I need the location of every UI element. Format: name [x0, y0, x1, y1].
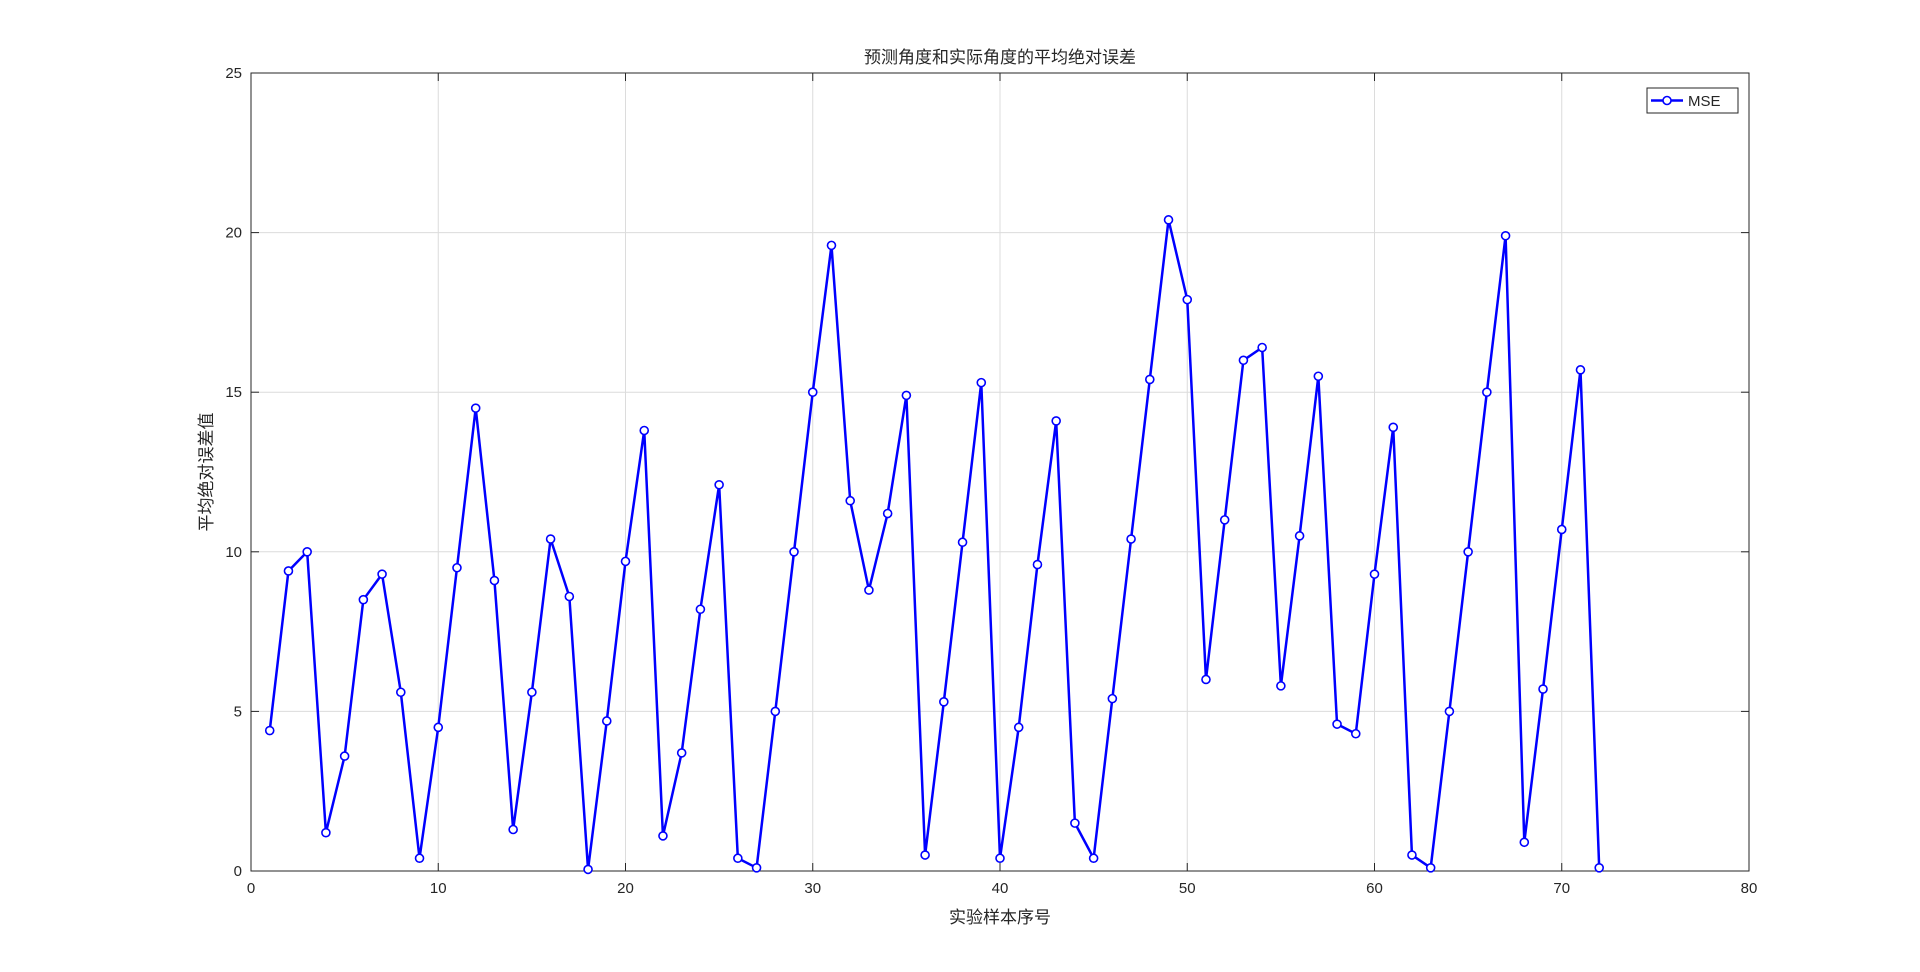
legend[interactable]: MSE — [1646, 87, 1739, 114]
data-point[interactable] — [1107, 693, 1118, 704]
data-point[interactable] — [1556, 524, 1567, 535]
data-point[interactable] — [714, 479, 724, 490]
data-point[interactable] — [339, 751, 350, 761]
data-point[interactable] — [995, 853, 1005, 864]
data-point[interactable] — [583, 864, 593, 875]
data-point[interactable] — [1332, 719, 1342, 729]
data-point[interactable] — [601, 716, 612, 726]
data-point[interactable] — [1070, 818, 1080, 828]
data-point[interactable] — [1388, 422, 1399, 433]
legend-label: MSE — [1688, 93, 1721, 110]
data-point[interactable] — [1594, 863, 1604, 873]
data-point[interactable] — [395, 687, 406, 698]
data-point[interactable] — [789, 546, 799, 557]
data-point[interactable] — [882, 508, 893, 519]
data-point[interactable] — [1463, 546, 1473, 557]
data-point[interactable] — [1276, 681, 1286, 691]
data-point[interactable] — [1032, 559, 1043, 570]
x-tick-label: 70 — [1553, 880, 1570, 897]
data-point[interactable] — [639, 425, 650, 436]
series-layer — [264, 215, 1604, 875]
data-point[interactable] — [770, 706, 781, 717]
data-point[interactable] — [321, 827, 331, 838]
data-point[interactable] — [1369, 569, 1380, 579]
data-point[interactable] — [957, 537, 968, 548]
data-point[interactable] — [695, 604, 706, 615]
data-point[interactable] — [976, 377, 987, 388]
data-point[interactable] — [414, 853, 425, 864]
data-point[interactable] — [508, 824, 518, 835]
data-point[interactable] — [1500, 230, 1511, 241]
data-point[interactable] — [1257, 342, 1267, 353]
legend-marker-swatch — [1662, 95, 1672, 106]
data-point[interactable] — [1519, 837, 1530, 848]
data-point[interactable] — [283, 566, 294, 576]
data-point[interactable] — [901, 390, 912, 401]
data-point[interactable] — [620, 556, 631, 567]
data-point[interactable] — [939, 697, 949, 707]
data-point[interactable] — [1201, 674, 1211, 685]
data-point[interactable] — [676, 748, 687, 758]
data-point[interactable] — [751, 863, 762, 873]
data-point[interactable] — [1145, 374, 1155, 385]
data-point[interactable] — [358, 594, 369, 605]
data-point[interactable] — [527, 687, 537, 698]
axis-ticks: 0 10 20 30 40 50 60 70 80 0 5 10 15 20 25 — [225, 65, 1757, 897]
y-tick-label: 5 — [234, 703, 242, 720]
data-point[interactable] — [433, 722, 444, 733]
chart-title: 预测角度和实际角度的平均绝对误差 — [864, 48, 1136, 68]
data-point[interactable] — [1407, 850, 1417, 860]
data-point[interactable] — [452, 562, 462, 573]
grid-lines — [251, 73, 1749, 871]
x-tick-label: 10 — [430, 880, 447, 897]
data-point[interactable] — [1238, 355, 1249, 366]
data-point[interactable] — [564, 591, 575, 602]
data-point[interactable] — [807, 387, 818, 398]
data-point[interactable] — [826, 240, 837, 251]
data-point[interactable] — [489, 575, 500, 586]
x-tick-label: 20 — [617, 880, 634, 897]
x-tick-label: 80 — [1741, 880, 1758, 897]
data-point[interactable] — [1163, 215, 1174, 225]
data-point[interactable] — [733, 853, 743, 864]
data-point[interactable] — [658, 831, 668, 841]
data-point[interactable] — [1482, 387, 1492, 398]
data-point[interactable] — [1313, 371, 1324, 382]
data-point[interactable] — [845, 495, 856, 506]
data-point[interactable] — [864, 585, 874, 595]
data-point[interactable] — [1294, 531, 1305, 541]
data-point[interactable] — [1182, 294, 1193, 305]
data-point[interactable] — [1350, 728, 1361, 739]
data-point[interactable] — [264, 725, 275, 736]
data-point[interactable] — [1013, 722, 1024, 733]
x-tick-label: 40 — [992, 880, 1009, 897]
y-tick-label: 25 — [225, 65, 242, 82]
data-point[interactable] — [920, 850, 930, 860]
x-tick-label: 50 — [1179, 880, 1196, 897]
data-point[interactable] — [1575, 365, 1586, 375]
data-point[interactable] — [1126, 534, 1136, 544]
y-tick-label: 10 — [225, 544, 242, 561]
data-point[interactable] — [470, 403, 481, 413]
x-tick-label: 0 — [247, 880, 255, 897]
data-point[interactable] — [377, 569, 387, 579]
series-line-mse — [268, 218, 1601, 871]
x-axis-label: 实验样本序号 — [949, 908, 1051, 928]
x-tick-label: 30 — [804, 880, 821, 897]
y-tick-label: 20 — [225, 225, 242, 242]
data-point[interactable] — [1219, 515, 1230, 525]
y-tick-label: 15 — [225, 384, 242, 401]
data-point[interactable] — [1088, 853, 1099, 864]
x-tick-label: 60 — [1366, 880, 1383, 897]
data-point[interactable] — [545, 534, 556, 544]
y-tick-label: 0 — [234, 863, 242, 880]
data-point[interactable] — [1538, 684, 1548, 694]
y-axis-label: 平均绝对误差值 — [197, 413, 217, 532]
data-point[interactable] — [1444, 706, 1455, 717]
data-point[interactable] — [1425, 863, 1436, 873]
data-point[interactable] — [1051, 416, 1061, 426]
data-point[interactable] — [302, 546, 312, 557]
